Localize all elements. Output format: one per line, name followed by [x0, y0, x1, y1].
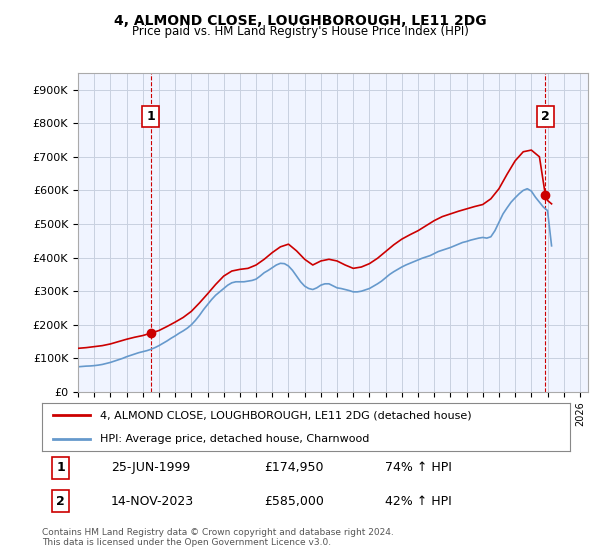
Text: HPI: Average price, detached house, Charnwood: HPI: Average price, detached house, Char…	[100, 434, 370, 444]
Text: 74% ↑ HPI: 74% ↑ HPI	[385, 461, 452, 474]
Text: 1: 1	[56, 461, 65, 474]
Text: 4, ALMOND CLOSE, LOUGHBOROUGH, LE11 2DG: 4, ALMOND CLOSE, LOUGHBOROUGH, LE11 2DG	[113, 14, 487, 28]
Text: £174,950: £174,950	[264, 461, 323, 474]
Text: 2: 2	[541, 110, 550, 123]
Text: Contains HM Land Registry data © Crown copyright and database right 2024.
This d: Contains HM Land Registry data © Crown c…	[42, 528, 394, 547]
Text: 25-JUN-1999: 25-JUN-1999	[110, 461, 190, 474]
Text: 42% ↑ HPI: 42% ↑ HPI	[385, 494, 452, 508]
Text: 14-NOV-2023: 14-NOV-2023	[110, 494, 194, 508]
Text: Price paid vs. HM Land Registry's House Price Index (HPI): Price paid vs. HM Land Registry's House …	[131, 25, 469, 38]
Text: £585,000: £585,000	[264, 494, 323, 508]
Text: 2: 2	[56, 494, 65, 508]
Text: 4, ALMOND CLOSE, LOUGHBOROUGH, LE11 2DG (detached house): 4, ALMOND CLOSE, LOUGHBOROUGH, LE11 2DG …	[100, 410, 472, 420]
Text: 1: 1	[146, 110, 155, 123]
